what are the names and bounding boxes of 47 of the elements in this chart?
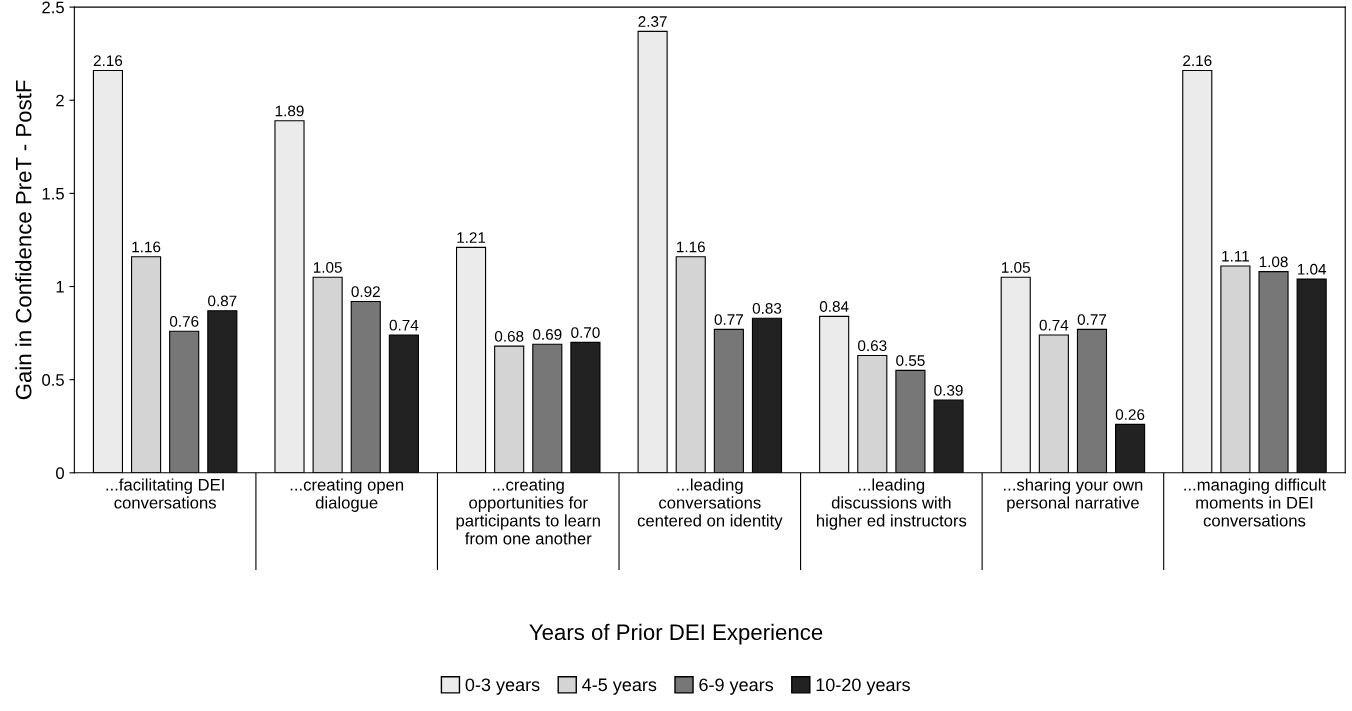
data-label: 0.92 xyxy=(351,286,380,298)
data-label: 0.39 xyxy=(934,384,963,396)
y-tick-label: 1.5 xyxy=(42,187,64,200)
y-tick-label: 2.5 xyxy=(42,1,64,14)
data-label: 0.55 xyxy=(896,355,925,366)
data-label: 1.11 xyxy=(1222,250,1249,262)
legend-label: 0-3 years xyxy=(465,678,540,695)
data-label: 1.04 xyxy=(1297,263,1327,275)
data-label: 0.77 xyxy=(1077,314,1107,325)
data-label: 1.89 xyxy=(275,105,304,117)
x-tick-label: ...creating opportunities for participants to learn from one another xyxy=(456,478,600,545)
y-tick-label: 1 xyxy=(56,281,64,293)
data-label: 0.70 xyxy=(571,327,600,339)
x-tick-label: ...leading discussions with higher ed instructors xyxy=(817,478,967,530)
x-tick-label: ...creating open dialogue xyxy=(290,478,404,512)
data-label: 1.05 xyxy=(313,261,342,273)
legend-label: 6-9 years xyxy=(699,678,774,695)
data-label: 0.69 xyxy=(533,329,562,340)
data-label: 0.84 xyxy=(819,301,849,312)
x-tick-label: ...facilitating DEI conversations xyxy=(106,478,224,509)
legend-label: 10-20 years xyxy=(816,678,910,695)
data-label: 1.05 xyxy=(1002,261,1030,273)
data-label: 2.16 xyxy=(1183,55,1212,67)
y-axis-title: Gain in Confidence PreT - PostF xyxy=(15,80,32,400)
x-tick-label: ...leading conversations centered on identity xyxy=(637,478,783,530)
legend-label: 4-5 years xyxy=(582,678,657,695)
data-label: 0.77 xyxy=(714,314,743,325)
data-label: 0.63 xyxy=(858,340,887,352)
x-axis-title: Years of Prior DEI Experience xyxy=(529,623,823,645)
x-tick-label: ...managing difficult moments in DEI conversations xyxy=(1184,478,1326,527)
data-label: 0.76 xyxy=(169,316,199,327)
data-label: 0.68 xyxy=(494,330,524,342)
data-label: 0.74 xyxy=(389,319,419,331)
data-label: 1.21 xyxy=(457,232,486,243)
data-label: 1.16 xyxy=(677,241,705,253)
data-label: 1.08 xyxy=(1259,256,1288,268)
data-label: 0.26 xyxy=(1115,409,1145,420)
data-label: 2.16 xyxy=(93,55,123,67)
x-tick-label: ...sharing your own personal narrative xyxy=(1004,478,1143,512)
data-label: 0.83 xyxy=(752,302,782,314)
data-label: 1.16 xyxy=(132,241,161,253)
y-tick-label: 0.5 xyxy=(42,374,64,386)
y-tick-label: 0 xyxy=(56,467,64,480)
data-label: 0.87 xyxy=(208,295,237,307)
data-label: 2.37 xyxy=(638,16,667,27)
data-label: 0.74 xyxy=(1039,319,1069,331)
y-tick-label: 2 xyxy=(56,94,64,107)
